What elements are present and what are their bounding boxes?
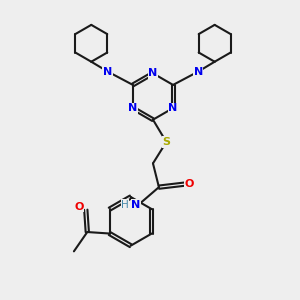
Text: N: N: [131, 200, 141, 210]
Text: N: N: [168, 103, 178, 113]
Text: N: N: [194, 67, 203, 76]
Text: N: N: [148, 68, 158, 78]
Text: N: N: [128, 103, 137, 113]
Text: O: O: [185, 179, 194, 189]
Text: H: H: [121, 200, 129, 210]
Text: S: S: [162, 137, 170, 147]
Text: O: O: [75, 202, 84, 212]
Text: N: N: [103, 67, 112, 76]
